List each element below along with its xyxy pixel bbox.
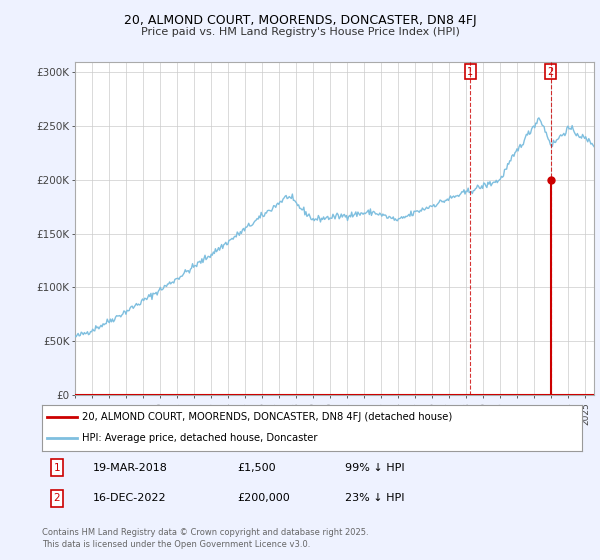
- Text: Contains HM Land Registry data © Crown copyright and database right 2025.
This d: Contains HM Land Registry data © Crown c…: [42, 528, 368, 549]
- Text: Price paid vs. HM Land Registry's House Price Index (HPI): Price paid vs. HM Land Registry's House …: [140, 27, 460, 37]
- Text: 20, ALMOND COURT, MOORENDS, DONCASTER, DN8 4FJ: 20, ALMOND COURT, MOORENDS, DONCASTER, D…: [124, 14, 476, 27]
- Text: 2: 2: [548, 67, 554, 77]
- Text: 2: 2: [53, 493, 61, 503]
- Text: £1,500: £1,500: [237, 463, 275, 473]
- Text: HPI: Average price, detached house, Doncaster: HPI: Average price, detached house, Donc…: [83, 433, 318, 444]
- Text: 19-MAR-2018: 19-MAR-2018: [93, 463, 168, 473]
- Text: 1: 1: [467, 67, 473, 77]
- Text: 1: 1: [53, 463, 61, 473]
- Text: 23% ↓ HPI: 23% ↓ HPI: [345, 493, 404, 503]
- Text: 20, ALMOND COURT, MOORENDS, DONCASTER, DN8 4FJ (detached house): 20, ALMOND COURT, MOORENDS, DONCASTER, D…: [83, 412, 453, 422]
- Text: 99% ↓ HPI: 99% ↓ HPI: [345, 463, 404, 473]
- Text: £200,000: £200,000: [237, 493, 290, 503]
- Text: 16-DEC-2022: 16-DEC-2022: [93, 493, 167, 503]
